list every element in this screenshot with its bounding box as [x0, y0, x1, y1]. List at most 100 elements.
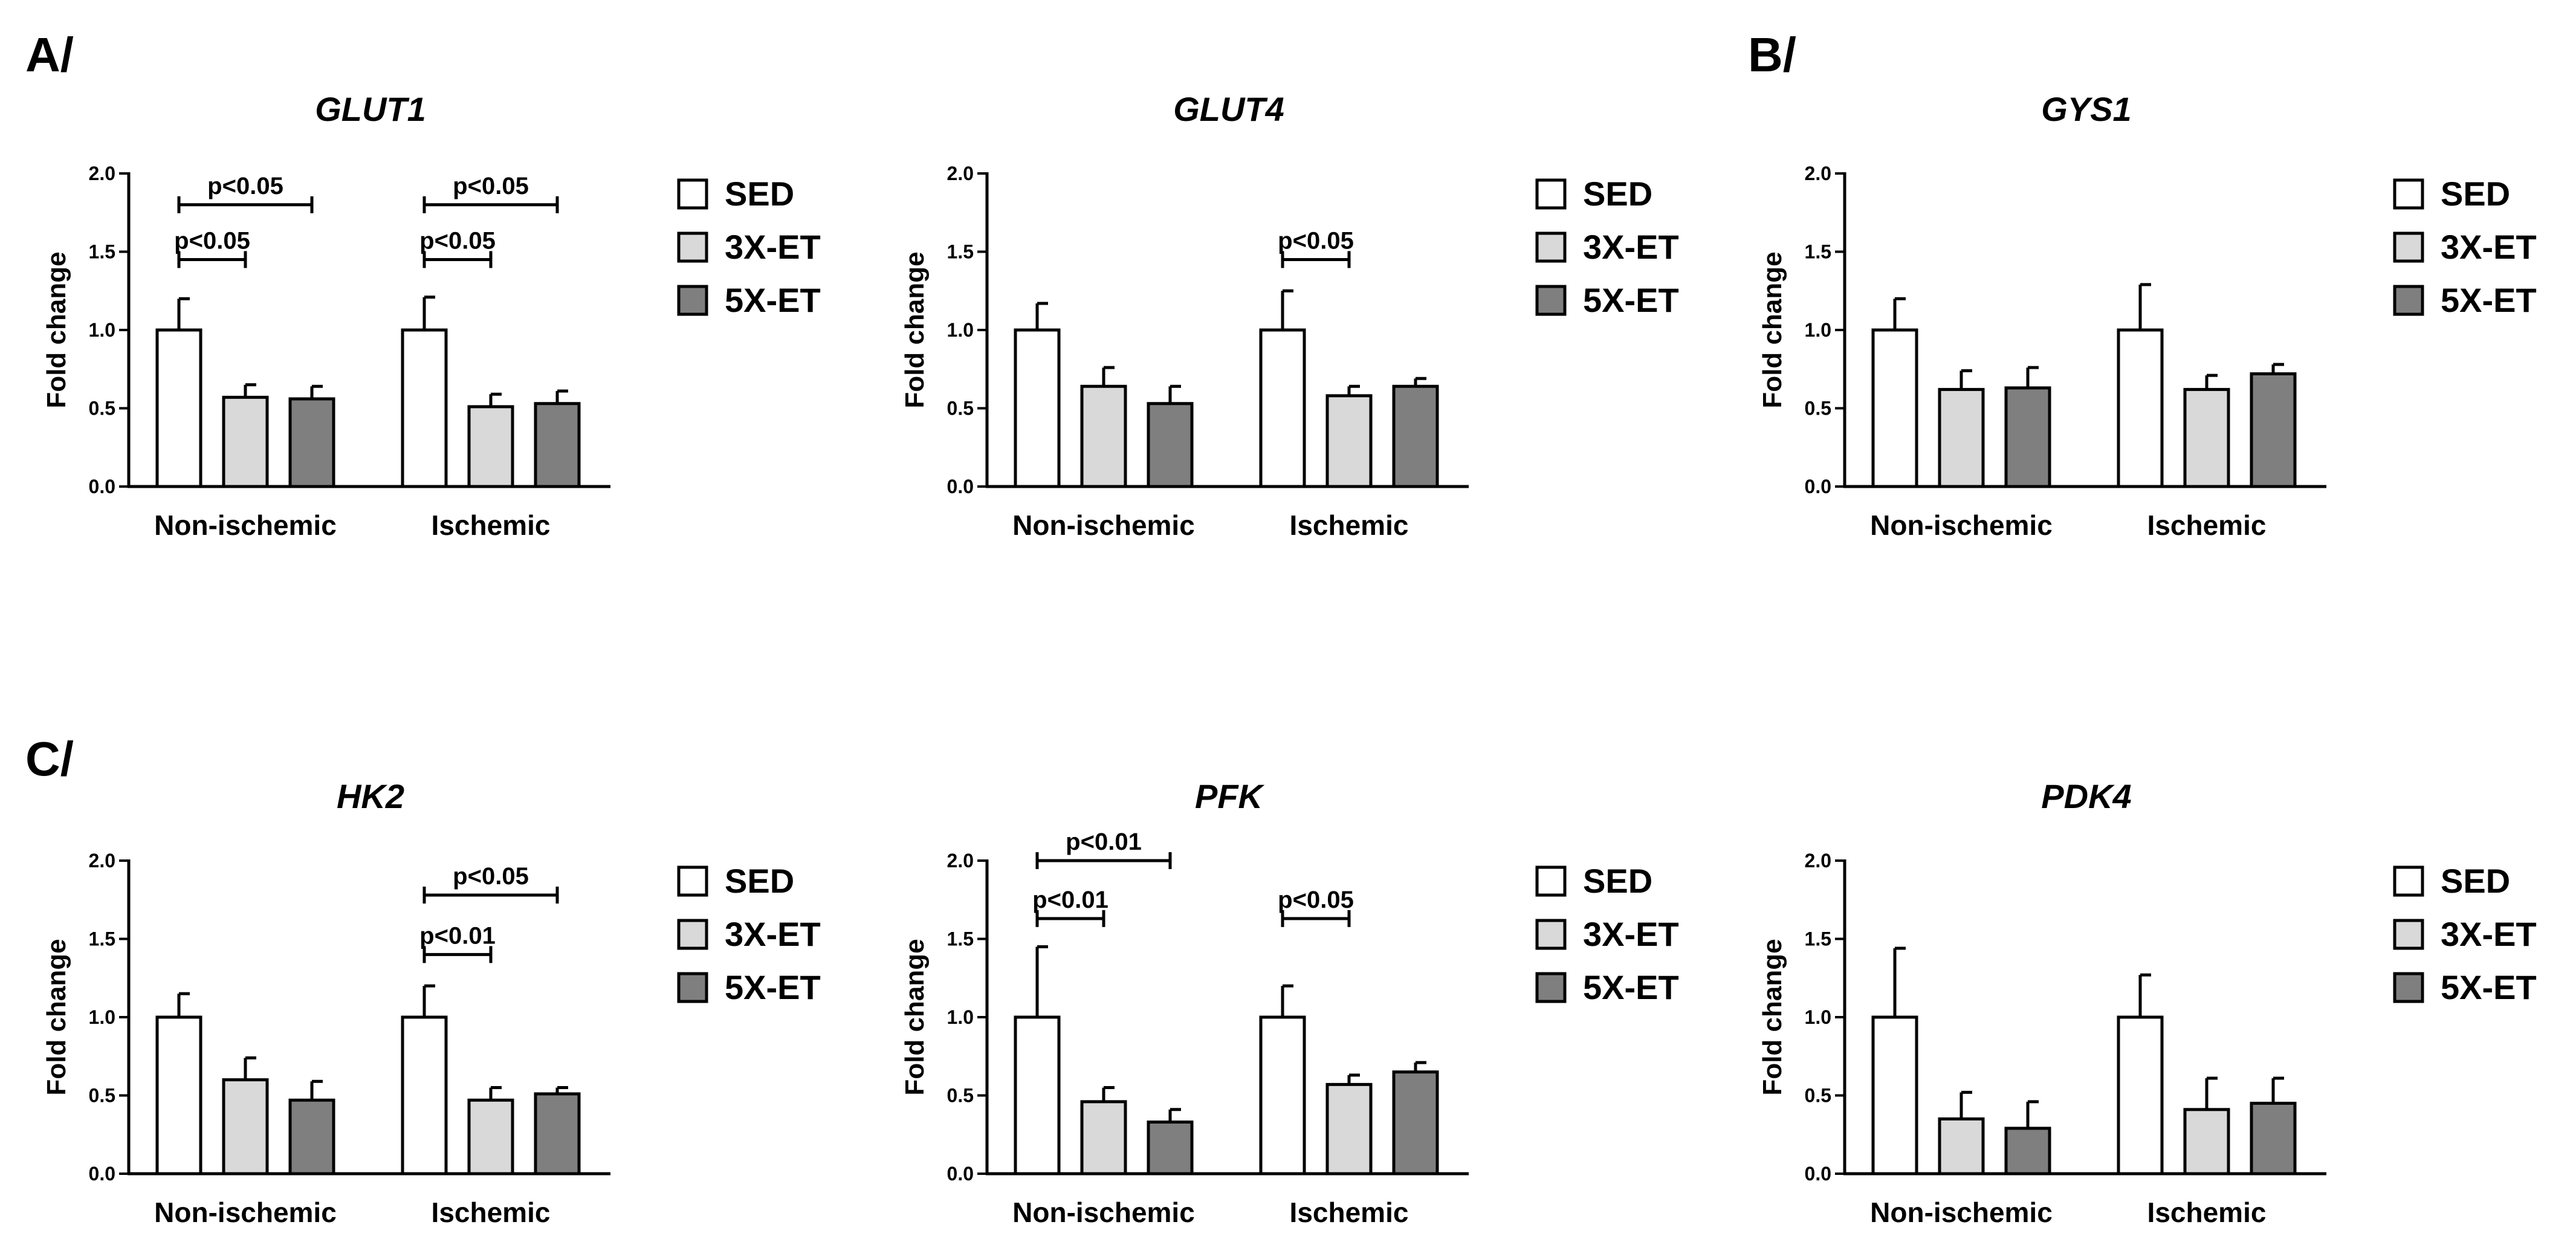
bar-3x-et-ischemic	[2183, 387, 2230, 488]
category-label: Non-ischemic	[154, 1197, 337, 1228]
legend-swatch-sed	[1535, 178, 1567, 210]
y-axis-label: Fold change	[1758, 939, 1787, 1095]
y-tick-label: 0.0	[1805, 476, 1831, 497]
category-label: Non-ischemic	[1870, 1197, 2053, 1228]
y-tick-label: 0.0	[947, 476, 974, 497]
bar-3x-et-non-ischemic	[1938, 387, 1985, 488]
bar-sed-ischemic	[1259, 328, 1306, 488]
legend-swatch-sed	[677, 865, 708, 897]
category-label: Ischemic	[432, 1197, 551, 1228]
y-tick-label: 0.0	[89, 476, 115, 497]
y-tick-label: 1.5	[89, 928, 115, 950]
legend-swatch-sed	[2393, 178, 2424, 210]
chart-title: PFK	[1195, 777, 1265, 815]
bar-5x-et-non-ischemic	[1147, 402, 1194, 488]
legend-swatch-5x-et	[2393, 285, 2424, 316]
bar-3x-et-ischemic	[1325, 394, 1373, 488]
legend-swatch-5x-et	[2393, 972, 2424, 1003]
chart-title: PDK4	[2041, 777, 2131, 815]
category-label: Ischemic	[2147, 1197, 2267, 1228]
legend-label: 3X-ET	[2441, 228, 2537, 266]
chart-title: GYS1	[2041, 90, 2131, 128]
y-tick-label: 2.0	[947, 163, 974, 184]
legend-swatch-3x-et	[2393, 919, 2424, 950]
bar-sed-non-ischemic	[1014, 1015, 1061, 1176]
legend-label: 5X-ET	[725, 281, 821, 319]
legend-label: SED	[2441, 862, 2510, 900]
y-tick-label: 0.0	[947, 1163, 974, 1185]
legend-label: 3X-ET	[725, 228, 821, 266]
legend-label: 5X-ET	[725, 968, 821, 1006]
y-tick-label: 1.0	[1805, 1006, 1831, 1028]
y-tick-label: 1.5	[89, 241, 115, 263]
legend-label: 3X-ET	[2441, 915, 2537, 953]
legend-label: 5X-ET	[1583, 968, 1679, 1006]
bar-5x-et-ischemic	[534, 402, 581, 488]
legend-label: SED	[725, 862, 794, 900]
legend-swatch-sed	[1535, 865, 1567, 897]
legend-swatch-sed	[2393, 865, 2424, 897]
bar-5x-et-non-ischemic	[288, 397, 335, 488]
bar-sed-ischemic	[2117, 1015, 2164, 1176]
category-label: Non-ischemic	[1870, 509, 2053, 541]
sig-label: p<0.05	[207, 173, 283, 199]
y-tick-label: 1.5	[1805, 241, 1831, 263]
legend-swatch-sed	[677, 178, 708, 210]
y-tick-label: 2.0	[1805, 163, 1831, 184]
bar-3x-et-non-ischemic	[222, 1078, 269, 1176]
panel-label-c: C/	[25, 732, 74, 786]
bar-5x-et-ischemic	[1392, 1070, 1439, 1176]
chart-glut1: GLUT1 0.0 0.5 1.0 1.5 2.0 Fold change Non-ische…	[42, 90, 821, 541]
y-tick-label: 0.0	[1805, 1163, 1831, 1185]
legend-label: 3X-ET	[1583, 228, 1679, 266]
y-axis-label: Fold change	[42, 251, 71, 408]
bar-3x-et-ischemic	[467, 405, 514, 488]
bar-3x-et-non-ischemic	[1080, 1100, 1127, 1176]
y-axis-label: Fold change	[42, 939, 71, 1095]
y-tick-label: 1.0	[1805, 319, 1831, 341]
y-tick-label: 0.0	[89, 1163, 115, 1185]
bar-3x-et-ischemic	[467, 1098, 514, 1176]
chart-glut4: GLUT4 0.0 0.5 1.0 1.5 2.0 Fold change Non-ische…	[900, 90, 1679, 541]
category-label: Ischemic	[1290, 509, 1409, 541]
y-tick-label: 1.0	[89, 319, 115, 341]
panel-label-b: B/	[1748, 28, 1796, 82]
y-tick-label: 2.0	[89, 163, 115, 184]
category-label: Ischemic	[1290, 1197, 1409, 1228]
y-tick-label: 1.5	[947, 241, 974, 263]
bar-sed-non-ischemic	[1871, 328, 1918, 488]
sig-label: p<0.05	[1278, 227, 1354, 254]
legend-label: 5X-ET	[2441, 968, 2537, 1006]
legend-swatch-3x-et	[677, 231, 708, 263]
bar-3x-et-ischemic	[2183, 1108, 2230, 1176]
y-tick-label: 0.5	[89, 398, 115, 419]
category-label: Ischemic	[2147, 509, 2267, 541]
bar-5x-et-ischemic	[2250, 372, 2297, 488]
y-tick-label: 0.5	[1805, 398, 1831, 419]
y-tick-label: 1.0	[947, 1006, 974, 1028]
chart-title: GLUT4	[1173, 90, 1284, 128]
panel-label-a: A/	[25, 28, 74, 82]
category-label: Non-ischemic	[1012, 1197, 1195, 1228]
y-tick-label: 2.0	[89, 850, 115, 872]
bar-5x-et-non-ischemic	[1147, 1121, 1194, 1176]
sig-label: p<0.05	[453, 863, 529, 890]
chart-title: GLUT1	[315, 90, 426, 128]
y-tick-label: 1.5	[947, 928, 974, 950]
category-label: Non-ischemic	[154, 509, 337, 541]
bar-sed-ischemic	[401, 1015, 448, 1176]
sig-label: p<0.05	[419, 227, 496, 254]
y-tick-label: 2.0	[947, 850, 974, 872]
legend-swatch-5x-et	[1535, 285, 1567, 316]
bar-sed-non-ischemic	[1014, 328, 1061, 488]
bar-sed-non-ischemic	[155, 328, 202, 488]
sig-label: p<0.01	[1066, 829, 1142, 855]
bar-sed-non-ischemic	[1871, 1015, 1918, 1176]
y-axis-label: Fold change	[900, 939, 930, 1095]
legend-label: SED	[2441, 175, 2510, 213]
bar-sed-ischemic	[2117, 328, 2164, 488]
chart-pfk: PFK 0.0 0.5 1.0 1.5 2.0 Fold change Non-ischemi…	[900, 777, 1679, 1228]
legend-label: 5X-ET	[2441, 281, 2537, 319]
legend-swatch-3x-et	[1535, 231, 1567, 263]
